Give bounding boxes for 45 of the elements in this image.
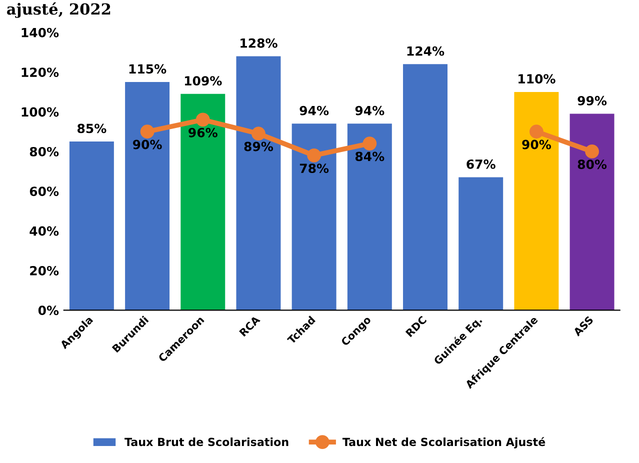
data-label: 90% <box>522 140 552 150</box>
data-label: 110% <box>518 74 556 84</box>
y-tick-label: 140% <box>22 28 59 38</box>
point <box>585 144 599 158</box>
point <box>307 148 322 162</box>
data-label: 90% <box>132 140 162 150</box>
data-label: 94% <box>300 106 329 116</box>
data-label: 99% <box>578 96 607 106</box>
chart-title: ajusté, 2022 <box>7 2 110 18</box>
y-tick-label: 100% <box>22 107 59 117</box>
bar <box>570 114 614 310</box>
bar <box>236 56 281 310</box>
bar <box>458 177 504 310</box>
point <box>140 124 154 139</box>
data-label: 78% <box>300 164 329 174</box>
data-label: 109% <box>184 76 222 86</box>
y-tick-label: 20% <box>30 266 59 276</box>
data-label: 80% <box>578 160 607 170</box>
data-label: 89% <box>244 142 274 152</box>
point <box>196 112 210 127</box>
data-label: 124% <box>407 46 444 56</box>
legend-label: Taux Brut de Scolarisation <box>124 438 288 446</box>
y-tick-label: 80% <box>30 146 59 156</box>
data-label: 84% <box>355 152 384 162</box>
bar <box>125 82 170 310</box>
legend-label: Taux Net de Scolarisation Ajusté <box>342 437 546 448</box>
y-tick-label: 120% <box>22 68 59 78</box>
data-label: 67% <box>466 159 496 169</box>
y-tick-label: 60% <box>30 186 59 196</box>
bar <box>403 64 448 310</box>
data-label: 85% <box>78 124 106 134</box>
y-tick-label: 40% <box>30 226 59 236</box>
data-label: 94% <box>355 106 384 116</box>
point <box>529 124 544 139</box>
data-label: 115% <box>129 64 166 74</box>
bar <box>514 92 559 310</box>
bar <box>69 142 114 310</box>
y-tick-label: 0% <box>38 306 59 316</box>
point <box>252 126 266 141</box>
bar <box>347 124 392 310</box>
point <box>362 136 377 150</box>
data-label: 96% <box>188 128 218 138</box>
data-label: 128% <box>240 38 278 48</box>
bar <box>180 94 226 310</box>
bar <box>292 124 336 310</box>
